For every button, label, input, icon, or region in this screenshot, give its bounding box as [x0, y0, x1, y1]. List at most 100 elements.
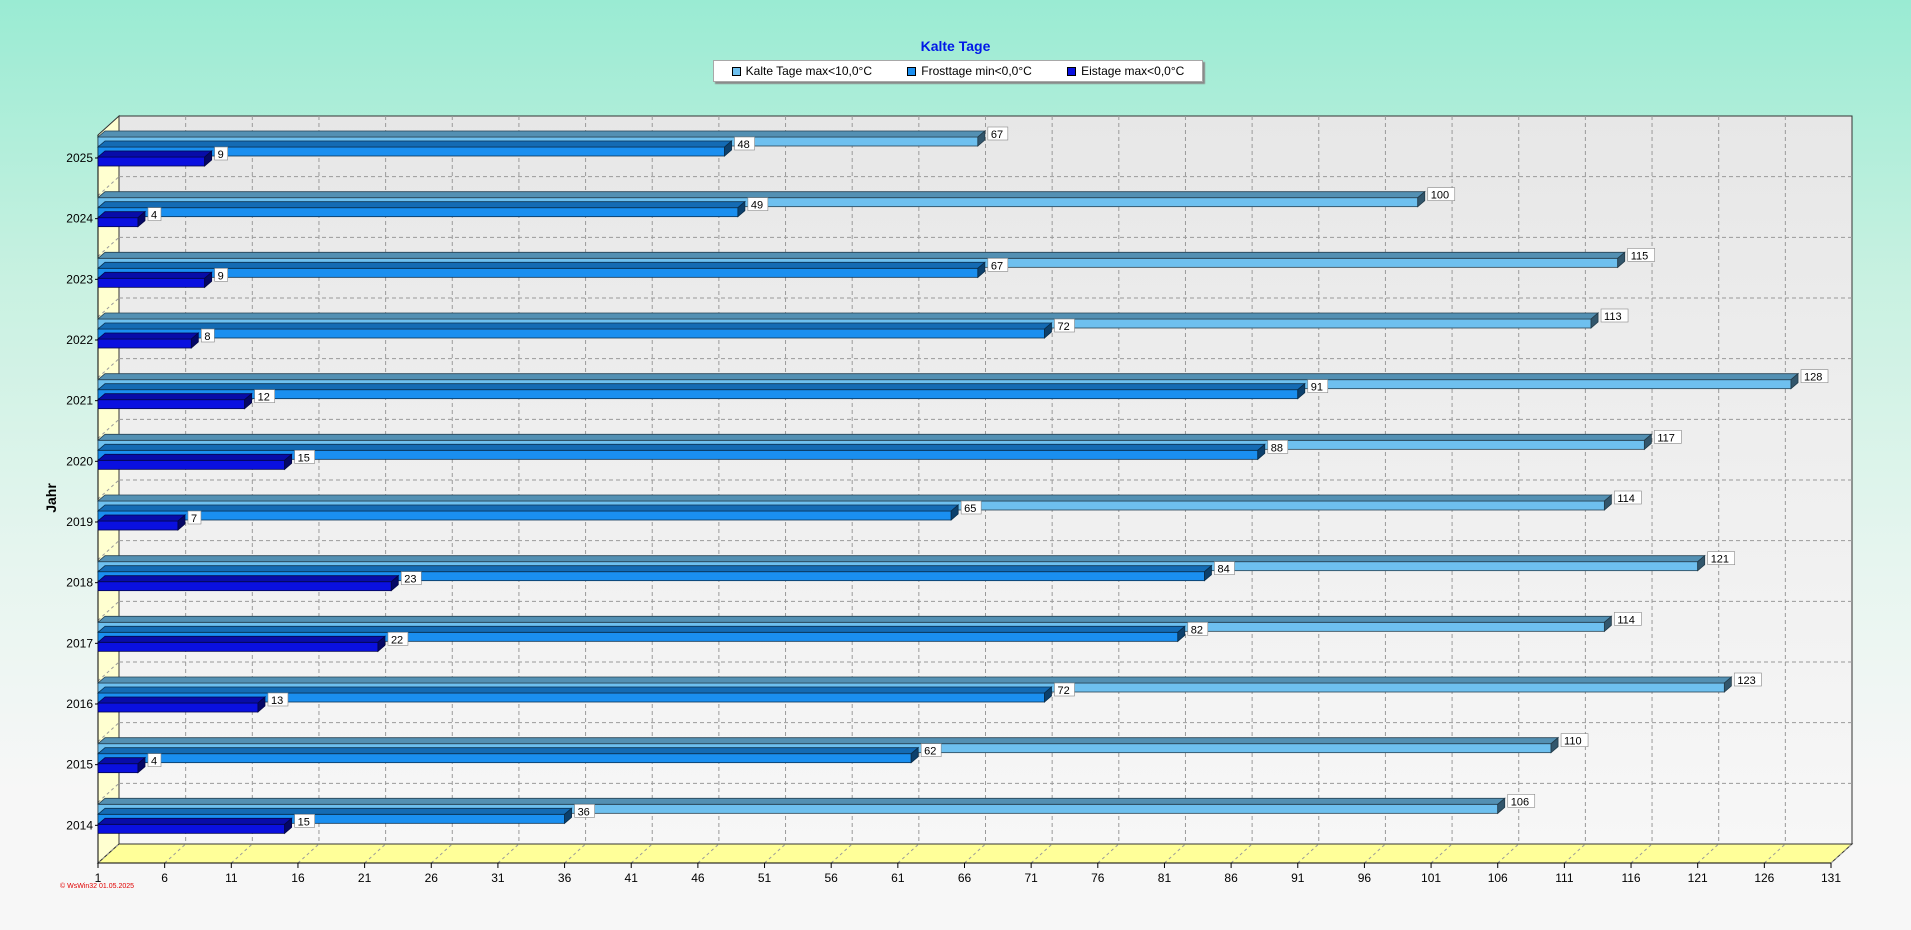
- data-label-box: [1214, 561, 1235, 575]
- data-label: 22: [387, 632, 409, 646]
- data-label: 114: [1614, 612, 1642, 626]
- bar-end: [1044, 686, 1052, 703]
- bar-end: [1790, 372, 1799, 390]
- bar-end: [1590, 312, 1599, 329]
- floor-gridline: [297, 843, 320, 864]
- bar: [96, 382, 1306, 400]
- data-label: 91: [1307, 379, 1329, 394]
- x-tick-label: 36: [558, 871, 572, 885]
- legend-label-eistage: Eistage max<0,0°C: [1081, 64, 1185, 78]
- x-tick-label: 61: [891, 871, 905, 885]
- bar-top: [96, 737, 1560, 745]
- bar-front: [97, 459, 286, 470]
- data-label: 114: [1614, 490, 1642, 505]
- bar-top: [96, 625, 1186, 633]
- bar-end: [1550, 736, 1559, 754]
- bar-top: [96, 393, 253, 401]
- floor-gridline: [1497, 843, 1520, 864]
- x-tick-label: 121: [1688, 871, 1708, 885]
- x-tick-label: 51: [758, 871, 772, 885]
- data-label: 72: [1054, 318, 1075, 333]
- bar-top: [96, 261, 986, 269]
- data-label: 12: [254, 389, 275, 404]
- data-label-text: 110: [1564, 736, 1582, 748]
- bar-front: [97, 156, 206, 167]
- bar-end: [737, 200, 746, 218]
- bar-end: [244, 392, 253, 410]
- data-label-box: [214, 268, 228, 282]
- bar-end: [390, 574, 399, 592]
- wall-gridline: [97, 358, 120, 379]
- x-tick-label: 66: [958, 871, 972, 885]
- data-label: 121: [1707, 551, 1735, 566]
- data-label-box: [1560, 733, 1589, 747]
- bar-end: [1643, 433, 1652, 451]
- legend-swatch-kalte-tage: [731, 66, 741, 76]
- data-label-box: [387, 632, 409, 646]
- data-label-box: [294, 450, 315, 464]
- data-label-box: [1507, 794, 1536, 808]
- x-tick-label: 126: [1754, 871, 1774, 885]
- bar-end: [910, 746, 919, 764]
- data-label-text: 4: [151, 756, 157, 768]
- bar-top: [96, 676, 1733, 684]
- legend-label-frosttage: Frosttage min<0,0°C: [921, 64, 1032, 78]
- bar: [96, 271, 213, 289]
- floor-gridline: [1297, 843, 1320, 864]
- data-label-text: 91: [1311, 382, 1323, 394]
- y-tick-label: 2017: [66, 636, 93, 650]
- data-label-box: [1307, 379, 1329, 393]
- wall-gridline: [97, 782, 120, 803]
- data-label-box: [1267, 440, 1289, 454]
- bar-end: [564, 807, 572, 825]
- data-label: 23: [400, 571, 422, 586]
- floor-gridline: [97, 843, 120, 864]
- y-tick-label: 2015: [66, 758, 93, 772]
- y-tick-label: 2019: [66, 515, 93, 529]
- data-label-box: [147, 207, 162, 221]
- bar-top: [96, 757, 147, 765]
- data-label-box: [1734, 672, 1762, 687]
- wall-gridline: [97, 661, 120, 682]
- y-tick-label: 2022: [66, 333, 93, 347]
- floor-gridline: [164, 843, 186, 864]
- x-tick-label: 41: [625, 871, 639, 885]
- data-label-box: [1707, 551, 1735, 565]
- floor-gridline: [1697, 843, 1720, 864]
- bar-end: [724, 140, 732, 157]
- bar-top: [96, 433, 1653, 441]
- floor-gridline: [1230, 843, 1253, 864]
- bar-top: [96, 453, 293, 461]
- bar-end: [1617, 251, 1626, 269]
- y-tick-label: 2018: [66, 576, 93, 590]
- bar: [96, 797, 1506, 815]
- bar: [96, 453, 293, 471]
- floor-gridline: [497, 843, 520, 864]
- x-tick-label: 16: [291, 871, 305, 885]
- data-label: 4: [147, 753, 162, 768]
- bar-front: [97, 217, 139, 228]
- floor-gridline: [830, 843, 853, 864]
- wall-gridline: [97, 600, 120, 621]
- bar: [96, 696, 267, 713]
- floor-gridline: [230, 843, 253, 864]
- data-label-box: [147, 753, 162, 767]
- bar-end: [1603, 615, 1612, 633]
- data-label: 72: [1054, 682, 1075, 697]
- bar-end: [950, 504, 959, 521]
- data-label: 67: [987, 258, 1009, 272]
- bar-end: [1177, 625, 1186, 643]
- data-label-text: 23: [404, 574, 416, 586]
- x-tick-label: 46: [691, 871, 705, 885]
- data-label: 48: [734, 136, 755, 151]
- wall-gridline: [97, 479, 120, 500]
- bar-front: [97, 641, 379, 652]
- data-label-text: 36: [578, 806, 590, 818]
- data-label-text: 115: [1631, 250, 1649, 262]
- x-tick-label: 56: [825, 871, 839, 885]
- x-tick-label: 101: [1421, 871, 1441, 885]
- data-label-box: [1600, 308, 1629, 323]
- bar-end: [977, 261, 986, 279]
- footnote: © WsWin32 01.05.2025: [60, 883, 135, 890]
